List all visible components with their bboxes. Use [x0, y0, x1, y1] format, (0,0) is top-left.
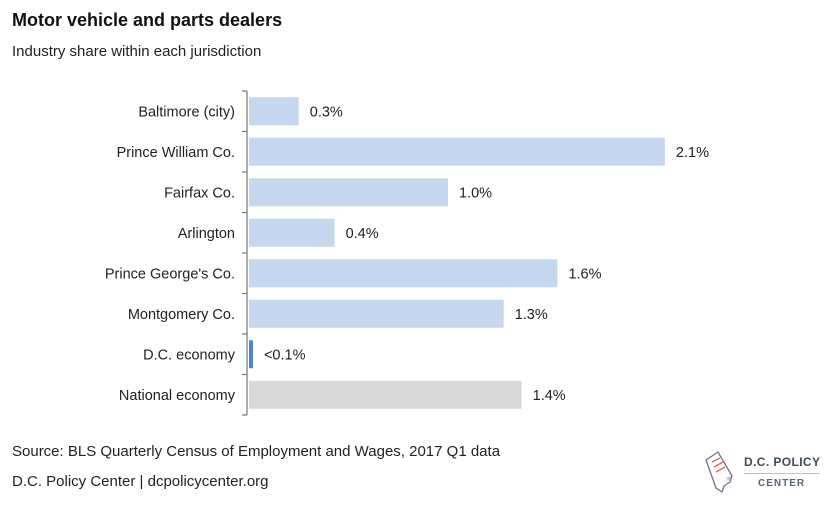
logo-text-line2: CENTER: [758, 478, 806, 489]
data-label: 1.3%: [515, 307, 548, 323]
dc-policy-center-logo: D.C. POLICY CENTER: [700, 450, 826, 498]
category-label: Fairfax Co.: [164, 185, 235, 201]
data-label: 0.4%: [346, 226, 379, 242]
document-map-icon: [705, 451, 733, 494]
data-label: 2.1%: [676, 145, 709, 161]
category-label: Prince William Co.: [117, 145, 235, 161]
data-label: 1.6%: [568, 266, 601, 282]
data-label: 0.3%: [310, 104, 343, 120]
data-label: <0.1%: [264, 347, 306, 363]
category-label: Prince George's Co.: [105, 266, 235, 282]
bar-chart: Baltimore (city) 0.3% Prince William Co. 2.…: [105, 90, 709, 416]
category-label: National economy: [119, 388, 236, 404]
chart-subtitle: Industry share within each jurisdiction: [12, 43, 262, 60]
bar: [249, 178, 448, 207]
category-label: Montgomery Co.: [128, 307, 235, 323]
bar: [249, 380, 522, 409]
bar: [249, 340, 253, 369]
logo-text-line1: D.C. POLICY: [744, 455, 821, 469]
data-label: 1.4%: [533, 388, 566, 404]
chart-title: Motor vehicle and parts dealers: [12, 10, 283, 30]
credit-note: D.C. Policy Center | dcpolicycenter.org: [12, 473, 269, 490]
category-label: D.C. economy: [143, 347, 236, 363]
bar: [249, 137, 665, 166]
bar: [249, 299, 504, 328]
logo-divider: [744, 473, 820, 474]
category-label: Baltimore (city): [138, 104, 235, 120]
data-label: 1.0%: [459, 185, 492, 201]
bar: [249, 97, 299, 126]
source-note: Source: BLS Quarterly Census of Employme…: [12, 443, 501, 460]
category-label: Arlington: [178, 226, 235, 242]
bar: [249, 218, 335, 247]
bar: [249, 259, 558, 288]
